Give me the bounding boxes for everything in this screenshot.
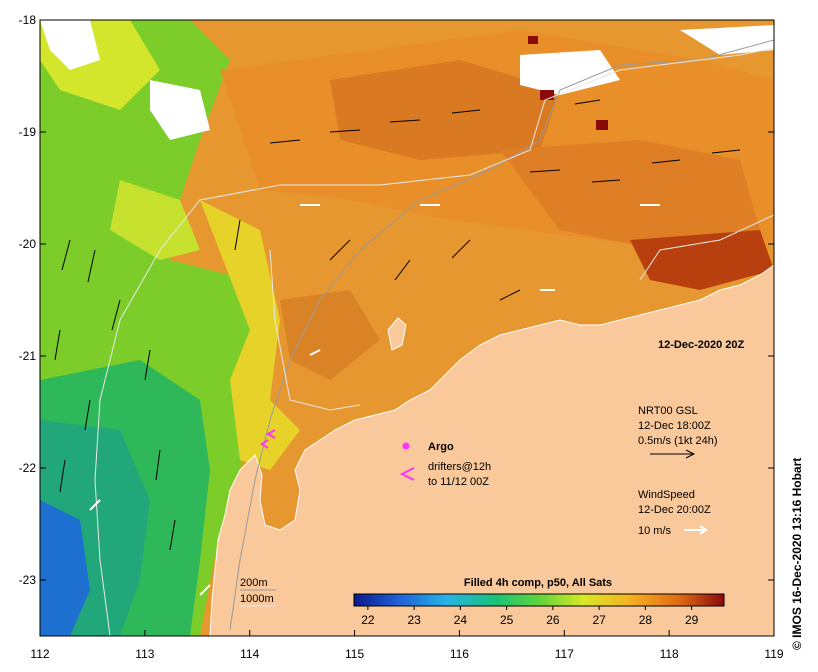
lon-tick-label: 116 (450, 647, 469, 661)
map-frame (39, 19, 775, 637)
current-scale-arrow-icon (650, 449, 696, 459)
island (387, 317, 407, 351)
wind-info-line1: WindSpeed (638, 489, 695, 501)
current-vectors (54, 99, 741, 551)
lat-tick-label: -23 (19, 573, 37, 587)
land-mass (209, 264, 775, 637)
colorbar-tick-label: 25 (500, 613, 514, 627)
colorbar-tick-label: 24 (454, 613, 468, 627)
drifter-legend-icon (399, 467, 415, 481)
colorbar-tick-label: 28 (639, 613, 653, 627)
colorbar-tick-label: 27 (592, 613, 606, 627)
argo-legend-label: Argo (428, 441, 454, 453)
isobath-1000-label: 1000m (240, 593, 274, 605)
lat-tick-label: -18 (19, 13, 37, 27)
isobath-200-label: 200m (240, 577, 268, 589)
lon-tick-label: 118 (660, 647, 679, 661)
isobath-lines (94, 39, 775, 637)
colorbar-title: Filled 4h comp, p50, All Sats (464, 577, 612, 589)
colorbar-tick-label: 26 (546, 613, 560, 627)
lon-tick-label: 117 (555, 647, 574, 661)
lat-tick-label: -21 (19, 349, 37, 363)
wind-vectors (89, 204, 660, 596)
lat-tick-label: -20 (19, 237, 37, 251)
drifter-markers (260, 429, 276, 449)
lon-tick-label: 119 (764, 647, 783, 661)
lat-tick-label: -19 (19, 125, 37, 139)
wind-info-line2: 12-Dec 20:00Z (638, 504, 711, 516)
lat-tick-label: -22 (19, 461, 37, 475)
colorbar-ticks: 22 23 24 25 26 27 28 29 (361, 606, 699, 627)
lon-tick-label: 114 (240, 647, 259, 661)
longitude-axis: 112 113 114 115 116 117 118 119 (30, 630, 784, 661)
colorbar-tick-label: 22 (361, 613, 375, 627)
latitude-axis: -18 -19 -20 -21 -22 -23 (19, 13, 774, 587)
wind-info-line3: 10 m/s (638, 525, 672, 537)
lon-tick-label: 113 (135, 647, 154, 661)
credit-label: © IMOS 16-Dec-2020 13:16 Hobart (790, 457, 804, 650)
colorbar-tick-label: 23 (407, 613, 421, 627)
drifter-legend-line2: to 11/12 00Z (428, 476, 489, 488)
lon-tick-label: 112 (30, 647, 49, 661)
colorbar-tick-label: 29 (685, 613, 699, 627)
drifter-legend-line1: drifters@12h (428, 461, 491, 473)
colorbar (353, 593, 725, 607)
current-info-line1: NRT00 GSL (638, 405, 698, 417)
argo-marker-icon (402, 442, 410, 450)
lon-tick-label: 115 (345, 647, 364, 661)
current-info-line2: 12-Dec 18:00Z (638, 420, 711, 432)
timestamp-label: 12-Dec-2020 20Z (658, 339, 745, 351)
current-info-line3: 0.5m/s (1kt 24h) (638, 435, 717, 447)
wind-scale-arrow-icon (684, 525, 708, 535)
